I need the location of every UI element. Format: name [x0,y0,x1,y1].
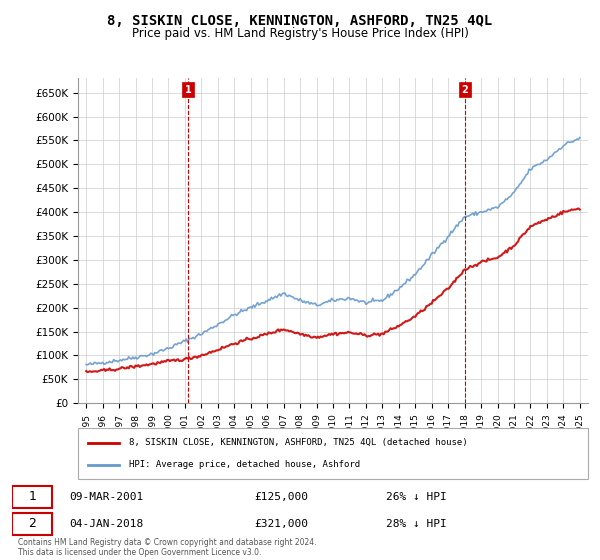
Text: 09-MAR-2001: 09-MAR-2001 [70,492,144,502]
Text: 1: 1 [185,85,191,95]
Text: HPI: Average price, detached house, Ashford: HPI: Average price, detached house, Ashf… [129,460,360,469]
Text: 2: 2 [461,85,468,95]
Text: 26% ↓ HPI: 26% ↓ HPI [386,492,447,502]
Text: Price paid vs. HM Land Registry's House Price Index (HPI): Price paid vs. HM Land Registry's House … [131,27,469,40]
Text: £321,000: £321,000 [254,519,308,529]
Text: 8, SISKIN CLOSE, KENNINGTON, ASHFORD, TN25 4QL: 8, SISKIN CLOSE, KENNINGTON, ASHFORD, TN… [107,14,493,28]
FancyBboxPatch shape [12,513,52,535]
Text: 04-JAN-2018: 04-JAN-2018 [70,519,144,529]
FancyBboxPatch shape [78,428,588,479]
FancyBboxPatch shape [12,486,52,508]
Text: 28% ↓ HPI: 28% ↓ HPI [386,519,447,529]
Text: 2: 2 [28,517,36,530]
Text: 8, SISKIN CLOSE, KENNINGTON, ASHFORD, TN25 4QL (detached house): 8, SISKIN CLOSE, KENNINGTON, ASHFORD, TN… [129,438,467,447]
Text: Contains HM Land Registry data © Crown copyright and database right 2024.
This d: Contains HM Land Registry data © Crown c… [18,538,317,557]
Text: 1: 1 [28,491,36,503]
Text: £125,000: £125,000 [254,492,308,502]
